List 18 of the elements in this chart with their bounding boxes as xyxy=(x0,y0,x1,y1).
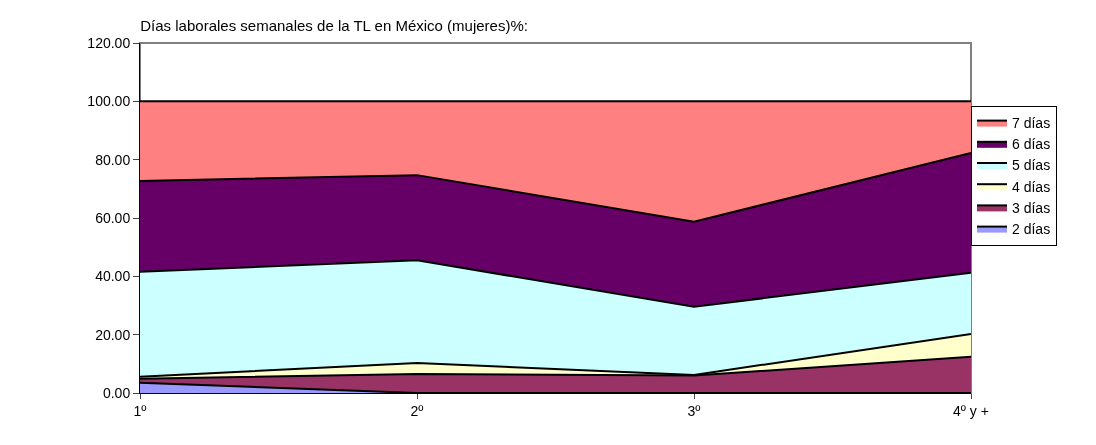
legend-label: 4 días xyxy=(1012,178,1051,195)
legend-label: 2 días xyxy=(1012,221,1051,238)
x-tick-label: 4º y + xyxy=(953,402,989,419)
chart-title: Días laborales semanales de la TL en México (mujeres)%: xyxy=(140,17,528,35)
legend-label: 5 días xyxy=(1012,157,1051,174)
y-tick-label: 80.00 xyxy=(95,151,131,168)
y-tick-label: 100.00 xyxy=(87,93,131,110)
x-tick-label: 3º xyxy=(687,402,701,419)
y-tick-label: 40.00 xyxy=(95,268,131,285)
x-tick-label: 1º xyxy=(133,402,147,419)
y-tick-label: 0.00 xyxy=(102,384,131,401)
y-tick-label: 120.00 xyxy=(87,34,131,51)
legend-label: 6 días xyxy=(1012,136,1051,153)
x-tick-label: 2º xyxy=(410,402,424,419)
y-tick-label: 20.00 xyxy=(95,326,131,343)
y-tick-label: 60.00 xyxy=(95,209,131,226)
legend-label: 7 días xyxy=(1012,115,1051,132)
legend-label: 3 días xyxy=(1012,199,1051,216)
